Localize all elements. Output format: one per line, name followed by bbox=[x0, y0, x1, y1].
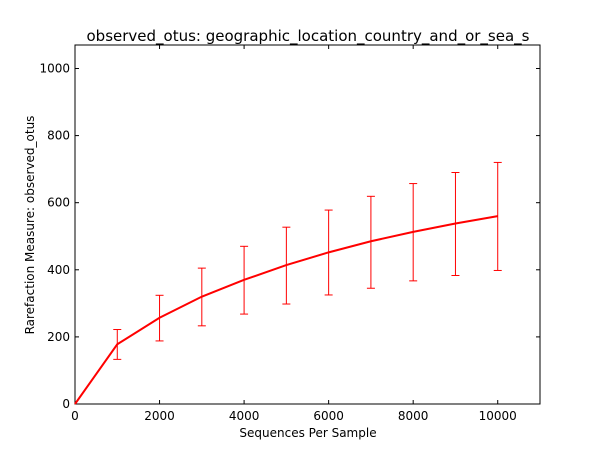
chart-title: observed_otus: geographic_location_count… bbox=[87, 27, 530, 46]
y-tick-label: 1000 bbox=[39, 61, 70, 75]
x-tick-label: 6000 bbox=[313, 409, 344, 423]
x-tick-label: 2000 bbox=[144, 409, 175, 423]
y-tick-label: 800 bbox=[47, 129, 70, 143]
plot-area: 0 2000 4000 6000 8000 10000 0 200 400 600 800 1000 bbox=[39, 44, 541, 423]
x-tick-label: 4000 bbox=[229, 409, 260, 423]
x-tick-label: 0 bbox=[71, 409, 79, 423]
plot-frame bbox=[74, 44, 541, 405]
y-axis-label: Rarefaction Measure: observed_otus bbox=[23, 116, 37, 335]
x-tick-label: 10000 bbox=[479, 409, 517, 423]
x-axis-label: Sequences Per Sample bbox=[239, 426, 376, 440]
x-tick-label: 8000 bbox=[398, 409, 429, 423]
y-tick-label: 600 bbox=[47, 196, 70, 210]
y-tick-label: 200 bbox=[47, 330, 70, 344]
y-tick-label: 0 bbox=[62, 397, 70, 411]
y-tick-label: 400 bbox=[47, 263, 70, 277]
series-line bbox=[74, 215, 498, 405]
